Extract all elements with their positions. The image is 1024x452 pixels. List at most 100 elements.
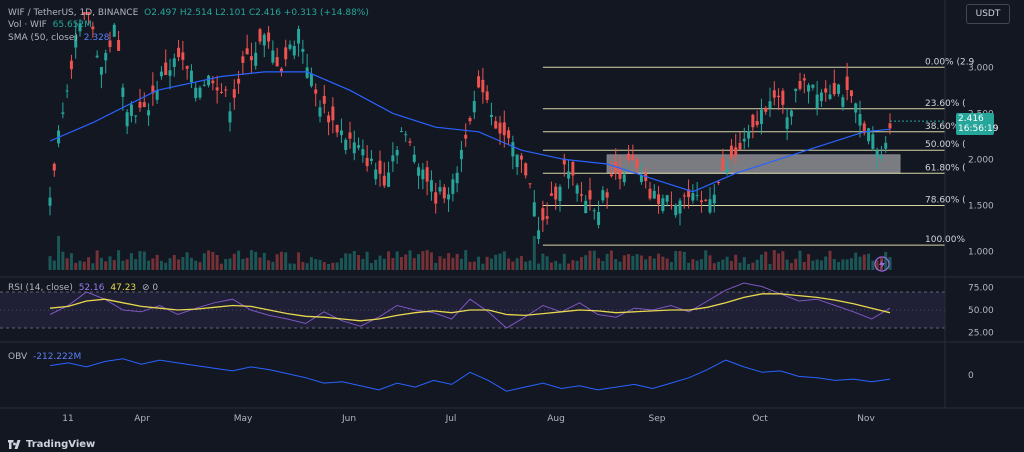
lightning-bolt-icon	[879, 259, 885, 270]
volume-bar	[824, 256, 828, 270]
volume-bar	[828, 250, 832, 270]
candle-body	[502, 122, 506, 136]
price-tick-label: 1.000	[968, 248, 994, 258]
volume-bar	[138, 251, 142, 270]
volume-bar	[627, 254, 631, 270]
candle-body	[164, 62, 168, 76]
volume-bar	[562, 253, 566, 270]
candle-body	[777, 95, 781, 98]
candle-body	[69, 60, 73, 70]
candle-body	[198, 87, 202, 98]
candle-body	[305, 67, 309, 78]
candle-body	[151, 85, 155, 94]
candle-body	[648, 188, 652, 199]
candle-body	[254, 52, 258, 66]
candle-body	[507, 130, 511, 139]
volume-bar	[318, 259, 322, 270]
volume-bar	[404, 254, 408, 270]
volume-bar	[794, 258, 798, 270]
currency-button[interactable]: USDT	[966, 4, 1010, 24]
volume-bar	[339, 258, 343, 270]
price-tick-label: 1.500	[968, 202, 994, 212]
volume-bar	[567, 263, 571, 270]
candle-body	[524, 163, 528, 176]
candle-body	[374, 169, 378, 180]
volume-bar	[755, 259, 759, 270]
candle-body	[387, 172, 391, 187]
rsi-ma-line	[49, 293, 891, 322]
volume-bar	[434, 262, 438, 270]
volume-bar	[245, 257, 249, 270]
volume-bar	[215, 255, 219, 270]
volume-bar	[622, 255, 626, 270]
date-tick-label: Sep	[649, 414, 666, 424]
volume-bar	[867, 253, 871, 270]
candle-body	[549, 193, 553, 196]
volume-bar	[832, 259, 836, 270]
volume-bar	[764, 251, 768, 270]
candle-body	[365, 157, 369, 167]
candle-body	[147, 110, 151, 116]
price-tick-label: 2.000	[968, 155, 994, 165]
volume-bar	[532, 236, 536, 270]
obv-legend: OBV -212.222M	[8, 352, 84, 362]
volume-bar	[494, 254, 498, 270]
candle-body	[734, 147, 738, 156]
volume-bar	[605, 253, 609, 270]
volume-bar	[597, 258, 601, 270]
candle-body	[211, 80, 215, 84]
candle-body	[284, 47, 288, 60]
candle-body	[185, 65, 189, 69]
volume-bar	[751, 262, 755, 270]
volume-bar	[489, 258, 493, 270]
volume-bar	[635, 254, 639, 270]
tradingview-icon	[8, 439, 21, 449]
volume-bar	[854, 252, 858, 270]
candle-body	[361, 149, 365, 156]
candle-body	[494, 121, 498, 129]
candle-body	[601, 190, 605, 201]
volume-bar	[374, 259, 378, 270]
volume-bar	[69, 253, 73, 270]
fibonacci-levels: 0.00% (2.923.60% (38.60% (50.00% (61.80%…	[542, 57, 975, 246]
tradingview-logo[interactable]: TradingView	[8, 439, 95, 450]
candle-body	[794, 88, 798, 91]
volume-bar	[571, 260, 575, 270]
bar-countdown: 16:56:19	[958, 124, 999, 134]
candle-body	[528, 183, 532, 185]
candle-body	[567, 171, 571, 179]
candle-body	[455, 172, 459, 184]
candle-body	[125, 112, 129, 127]
candle-body	[352, 142, 356, 154]
volume-bar	[742, 257, 746, 270]
candle-body	[117, 40, 121, 51]
volume-bar	[369, 263, 373, 270]
rsi-tick-label: 50.00	[968, 306, 994, 316]
volume-bar	[734, 254, 738, 270]
candle-body	[48, 197, 52, 206]
volume-bar	[725, 256, 729, 270]
candle-body	[344, 139, 348, 150]
volume-bar	[785, 259, 789, 270]
candle-body	[888, 123, 892, 129]
volume-bar	[365, 251, 369, 270]
candle-body	[579, 194, 583, 196]
volume-bar	[309, 257, 313, 270]
volume-bar	[678, 251, 682, 270]
candle-body	[772, 90, 776, 98]
candle-body	[789, 110, 793, 117]
volume-bar	[297, 252, 301, 270]
volume-bar	[601, 261, 605, 270]
volume-bar	[224, 258, 228, 270]
candle-body	[168, 70, 172, 76]
candle-body	[232, 89, 236, 98]
candle-body	[828, 94, 832, 99]
volume-bar	[241, 258, 245, 270]
volume-bar	[464, 250, 468, 270]
candle-body	[177, 47, 181, 58]
volume-bar	[352, 250, 356, 270]
candle-body	[249, 56, 253, 61]
volume-bar	[412, 258, 416, 270]
volume-bar	[759, 254, 763, 270]
